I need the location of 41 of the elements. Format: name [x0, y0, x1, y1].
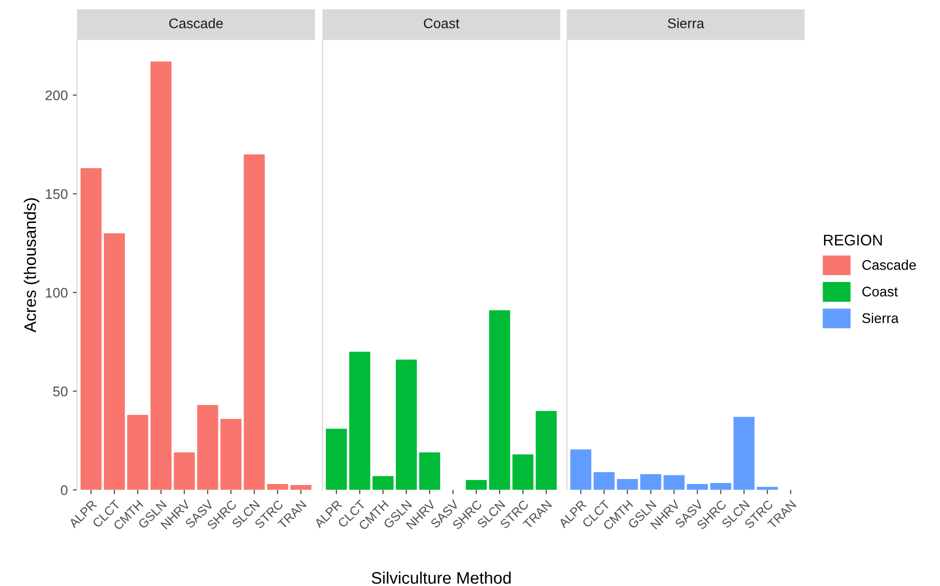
legend-label: Coast: [862, 286, 898, 296]
bar: [80, 168, 102, 490]
bar: [349, 352, 370, 490]
bar: [127, 414, 148, 490]
bar: [616, 479, 638, 490]
bar: [489, 310, 510, 490]
bar: [267, 484, 288, 490]
bar: [419, 452, 440, 490]
bar: [244, 154, 265, 490]
x-axis-title: Silviculture Method: [372, 572, 511, 584]
chart-title: Sierra: [668, 18, 704, 28]
bar: [664, 475, 685, 490]
bar: [536, 410, 557, 490]
legend-label: Cascade: [862, 260, 916, 270]
bar: [734, 416, 755, 490]
bar: [466, 480, 487, 490]
bar: [220, 418, 242, 490]
y-tick-label: 100: [46, 288, 68, 298]
y-tick-label: 50: [53, 386, 68, 396]
bar: [150, 62, 172, 490]
chart-title: Cascade: [169, 18, 223, 28]
bar: [686, 484, 708, 490]
legend-title: REGION: [824, 234, 882, 246]
bar: [372, 476, 394, 490]
bar: [710, 482, 732, 490]
legend-label: Sierra: [862, 312, 899, 324]
bar: [640, 474, 662, 490]
y-tick-label: 150: [46, 189, 68, 199]
bar: [570, 449, 592, 490]
bar: [396, 360, 417, 490]
y-tick-label: 200: [46, 90, 68, 100]
bar: [326, 428, 347, 490]
bar: [512, 454, 534, 490]
bar: [174, 452, 195, 490]
bar: [197, 405, 218, 490]
bar: [104, 233, 125, 490]
y-axis-title: Acres (thousands): [24, 198, 40, 332]
bar: [594, 472, 615, 490]
bar: [290, 484, 312, 490]
chart-title: Coast: [424, 18, 460, 28]
y-tick-label: 0: [60, 485, 68, 496]
